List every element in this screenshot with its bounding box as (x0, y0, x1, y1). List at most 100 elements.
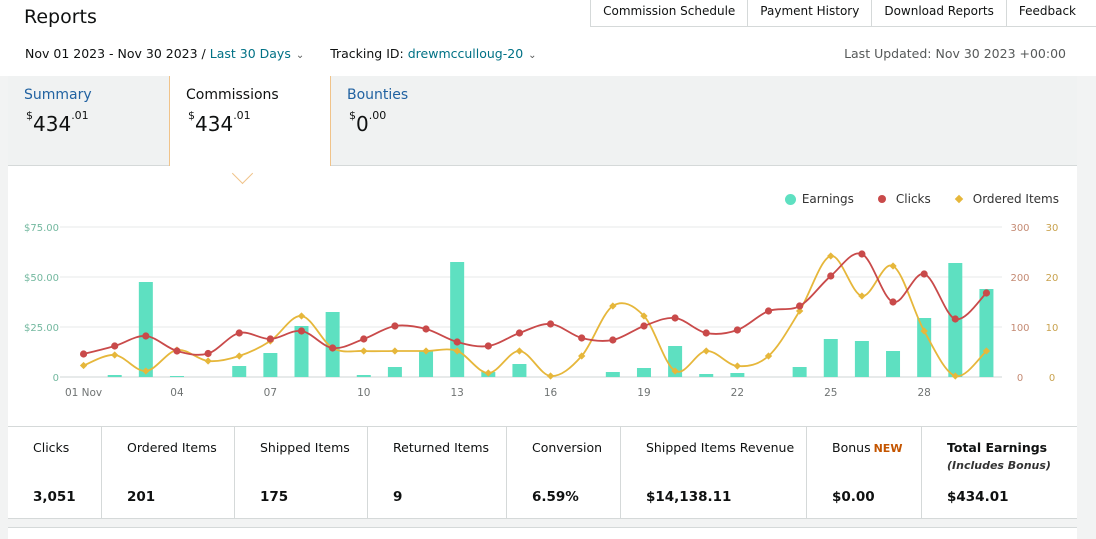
ordered-items-point (764, 352, 773, 360)
clicks-point (827, 272, 835, 280)
stat-total-earnings: Total Earnings (Includes Bonus) $434.01 (922, 427, 1077, 518)
ordered-items-point (391, 347, 399, 355)
clicks-point (422, 325, 430, 333)
summary-tabs: Summary $434.01 Commissions $434.01 Boun… (8, 76, 1077, 171)
earnings-bar (917, 318, 932, 377)
y-tick-label-ordered-items: 10 (1046, 323, 1059, 334)
tracking-id-value: drewmcculloug-20 (407, 46, 524, 61)
clicks-point (79, 350, 88, 358)
x-tick-label: 28 (917, 387, 930, 399)
clicks-point (796, 302, 804, 310)
clicks-point (484, 342, 492, 350)
ordered-items-point (235, 352, 243, 360)
ordered-items-point (671, 367, 679, 375)
clicks-point (764, 307, 773, 315)
clicks-point (920, 270, 928, 278)
legend-item-ordered-items[interactable]: Ordered Items (951, 192, 1059, 206)
earnings-bar (294, 326, 309, 377)
stat-bonus: Bonus NEW $0.00 (807, 427, 922, 518)
earnings-bar (792, 367, 807, 377)
earnings-bar (979, 289, 994, 377)
stat-value: 175 (260, 489, 289, 505)
ordered-items-point (204, 357, 212, 365)
ordered-items-point (733, 362, 742, 370)
ordered-items-point (951, 372, 959, 380)
clicks-point (329, 344, 337, 352)
x-tick-label: 13 (450, 387, 463, 399)
ordered-items-point (827, 252, 835, 260)
feedback-tab[interactable]: Feedback (1005, 0, 1096, 27)
chart-legend: Earnings Clicks Ordered Items (784, 192, 1059, 206)
summary-tab[interactable]: Summary $434.01 (8, 76, 169, 165)
ordered-items-point (360, 347, 368, 355)
stat-label: Ordered Items (127, 440, 217, 455)
tracking-id-label: Tracking ID: (330, 46, 404, 61)
stat-label: Bonus NEW (832, 440, 903, 455)
earnings-bar (886, 351, 901, 377)
chevron-down-icon: ⌄ (528, 50, 537, 61)
legend-item-clicks[interactable]: Clicks (874, 192, 931, 206)
clicks-point (297, 327, 306, 335)
x-tick-label: 04 (170, 387, 184, 399)
commissions-amount: $434.01 (188, 109, 251, 136)
stat-returned-items: Returned Items 9 (368, 427, 507, 518)
earnings-bar (450, 262, 465, 377)
period-label: Last 30 Days (209, 46, 291, 61)
payment-history-tab[interactable]: Payment History (747, 0, 872, 27)
clicks-point (142, 332, 150, 340)
ordered-items-point (546, 372, 555, 380)
commissions-tab[interactable]: Commissions $434.01 (169, 76, 331, 171)
summary-tab-label: Summary (24, 87, 92, 103)
earnings-bar (107, 375, 122, 377)
clicks-point (515, 329, 524, 337)
stat-shipped-revenue: Shipped Items Revenue $14,138.11 (621, 427, 807, 518)
filter-bar: Nov 01 2023 - Nov 30 2023 / Last 30 Days… (25, 46, 537, 61)
period-dropdown[interactable]: Last 30 Days ⌄ (210, 46, 304, 61)
legend-label-earnings: Earnings (801, 192, 854, 206)
clicks-point (173, 347, 181, 355)
earnings-bar (636, 368, 651, 377)
stat-value: $14,138.11 (646, 489, 732, 505)
earnings-bar (512, 364, 527, 377)
earnings-bar (356, 375, 371, 377)
date-range-text: Nov 01 2023 - Nov 30 2023 / (25, 46, 206, 61)
earnings-bar (138, 282, 153, 377)
bounties-tab[interactable]: Bounties $0.00 (331, 76, 493, 165)
x-tick-label: 19 (637, 387, 650, 399)
next-panel-edge (8, 527, 1077, 539)
y-tick-label-left: $25.00 (24, 323, 59, 334)
ordered-items-point (297, 312, 306, 320)
y-tick-label-left: 0 (53, 373, 59, 384)
earnings-bar (232, 366, 247, 377)
earnings-bar (387, 367, 402, 377)
earnings-chart-panel: Earnings Clicks Ordered Items 0 $25.00 $50… (8, 166, 1077, 426)
ordered-items-point (858, 292, 866, 300)
stat-label: Conversion (532, 440, 603, 455)
top-nav: Commission Schedule Payment History Down… (590, 0, 1096, 27)
y-tick-label-clicks: 0 (1017, 373, 1023, 384)
ordered-items-point (142, 367, 150, 375)
bounties-amount: $0.00 (349, 109, 387, 136)
clicks-point (951, 315, 959, 323)
commission-schedule-tab[interactable]: Commission Schedule (590, 0, 748, 27)
clicks-point (266, 335, 274, 343)
earnings-swatch-icon (784, 193, 796, 205)
stat-label: Clicks (33, 440, 70, 455)
legend-label-clicks: Clicks (895, 192, 931, 206)
stat-ordered-items: Ordered Items 201 (102, 427, 235, 518)
report-header: Reports Commission Schedule Payment Hist… (0, 0, 1096, 76)
ordered-items-point (111, 351, 119, 359)
legend-item-earnings[interactable]: Earnings (784, 192, 854, 206)
legend-label-ordered-items: Ordered Items (972, 192, 1059, 206)
x-tick-label: 10 (357, 387, 370, 399)
stat-label: Shipped Items (260, 440, 350, 455)
stat-label: Shipped Items Revenue (646, 440, 795, 455)
clicks-point (578, 334, 586, 342)
download-reports-tab[interactable]: Download Reports (871, 0, 1006, 27)
x-tick-label: 22 (731, 387, 744, 399)
stats-row: Clicks 3,051 Ordered Items 201 Shipped I… (8, 426, 1077, 519)
ordered-items-point (578, 352, 586, 360)
y-tick-label-left: $75.00 (24, 223, 59, 234)
tracking-id-dropdown[interactable]: drewmcculloug-20 ⌄ (408, 46, 537, 61)
earnings-bar (605, 372, 620, 377)
